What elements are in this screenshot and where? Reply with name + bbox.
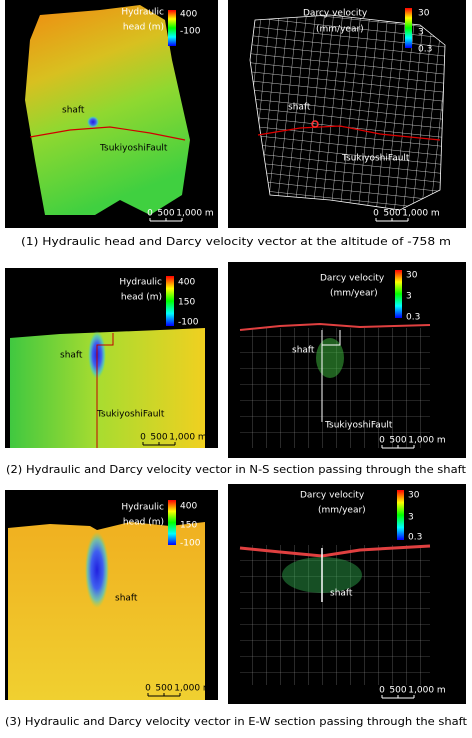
scale-label: 500 [157, 209, 174, 219]
shaft-line [321, 330, 341, 422]
label: TsukiyoshiFault [99, 144, 168, 154]
scale-label: 500 [383, 209, 400, 219]
label: shaft [292, 346, 315, 356]
legend-title: Hydraulic [119, 278, 162, 288]
label: shaft [60, 351, 83, 361]
label: TsukiyoshiFault [96, 410, 165, 420]
shaft-mark [87, 116, 99, 128]
legend-value: 30 [418, 9, 430, 19]
row-3: Hydraulic head (m) 400 150 -100 shaft 0 … [5, 484, 467, 728]
scale-label: 0 [373, 209, 379, 219]
row-1: Hydraulic head (m) 400 -100 shaft Tsukiy… [5, 0, 466, 248]
label: shaft [62, 106, 85, 116]
scale-label: 1,000 m [408, 436, 445, 446]
caption: (2) Hydraulic and Darcy velocity vector … [6, 464, 466, 476]
label: shaft [288, 103, 311, 113]
scale-label: 0 [145, 684, 151, 694]
color-bar [397, 490, 404, 540]
legend-value: 3 [406, 292, 412, 302]
legend-value: 400 [178, 278, 195, 288]
fault-line [96, 333, 114, 448]
legend-value: 0.3 [418, 45, 432, 55]
legend-value: 3 [408, 513, 414, 523]
velocity-grid [240, 545, 430, 685]
legend-value: 400 [180, 502, 197, 512]
color-bar [395, 270, 402, 318]
surface-vectors [239, 322, 431, 331]
legend-title: Darcy velocity [300, 491, 365, 501]
legend-title: (mm/year) [318, 506, 366, 516]
caption: (1) Hydraulic head and Darcy velocity ve… [21, 236, 451, 248]
legend-value: 30 [408, 491, 420, 501]
shaft-mark [85, 532, 109, 608]
scale-label: 1,000 m [408, 686, 445, 696]
head-section [10, 328, 205, 448]
legend-title: head (m) [123, 518, 164, 528]
caption: (3) Hydraulic and Darcy velocity vector … [5, 716, 467, 728]
legend-title: Hydraulic [121, 8, 164, 18]
scale-label: 0 [140, 433, 146, 443]
color-bar [168, 10, 176, 46]
color-bar [405, 8, 412, 48]
legend-title: (mm/year) [330, 289, 378, 299]
legend-value: 0.3 [408, 533, 422, 543]
fault-line [29, 126, 186, 141]
scale-label: 500 [389, 436, 406, 446]
label: shaft [330, 589, 353, 599]
legend-title: Darcy velocity [320, 274, 385, 284]
scale-label: 0 [147, 209, 153, 219]
scale-bar [142, 442, 176, 446]
scale-label: 0 [379, 436, 385, 446]
legend-title: head (m) [121, 293, 162, 303]
legend-value: 150 [178, 298, 195, 308]
color-bar [166, 276, 174, 326]
scale-bar [375, 218, 409, 222]
label: TsukiyoshiFault [324, 421, 393, 431]
legend-value: -100 [180, 539, 201, 549]
shaft-mark [311, 120, 319, 128]
legend-value: 0.3 [406, 313, 420, 323]
legend-value: -100 [178, 318, 199, 328]
label: TsukiyoshiFault [341, 154, 410, 164]
head-section [8, 522, 205, 700]
scale-label: 1,000 m [402, 209, 439, 219]
legend-value: 400 [180, 10, 197, 20]
scale-label: 1,000 m [169, 433, 206, 443]
vector-cluster [316, 338, 344, 378]
scale-label: 500 [389, 686, 406, 696]
scale-bar [149, 218, 183, 222]
row-2: Hydraulic head (m) 400 150 -100 shaft Ts… [5, 262, 466, 476]
scale-label: 1,000 m [174, 684, 211, 694]
legend-title: (mm/year) [316, 25, 364, 35]
legend-title: Darcy velocity [303, 9, 368, 19]
scale-label: 500 [155, 684, 172, 694]
legend-value: 3 [418, 28, 424, 38]
legend-title: Hydraulic [121, 503, 164, 513]
fault-line [257, 125, 441, 141]
legend-value: 150 [180, 521, 197, 531]
color-bar [168, 500, 176, 545]
scale-label: 0 [379, 686, 385, 696]
legend-value: 30 [406, 271, 418, 281]
velocity-mesh [249, 14, 446, 211]
legend-value: -100 [180, 27, 201, 37]
scale-label: 500 [150, 433, 167, 443]
scale-bar [381, 445, 415, 449]
label: shaft [115, 594, 138, 604]
legend-title: head (m) [123, 23, 164, 33]
scale-label: 1,000 m [176, 209, 213, 219]
head-map [25, 5, 190, 215]
scale-bar [381, 695, 415, 699]
scale-bar [147, 693, 181, 697]
